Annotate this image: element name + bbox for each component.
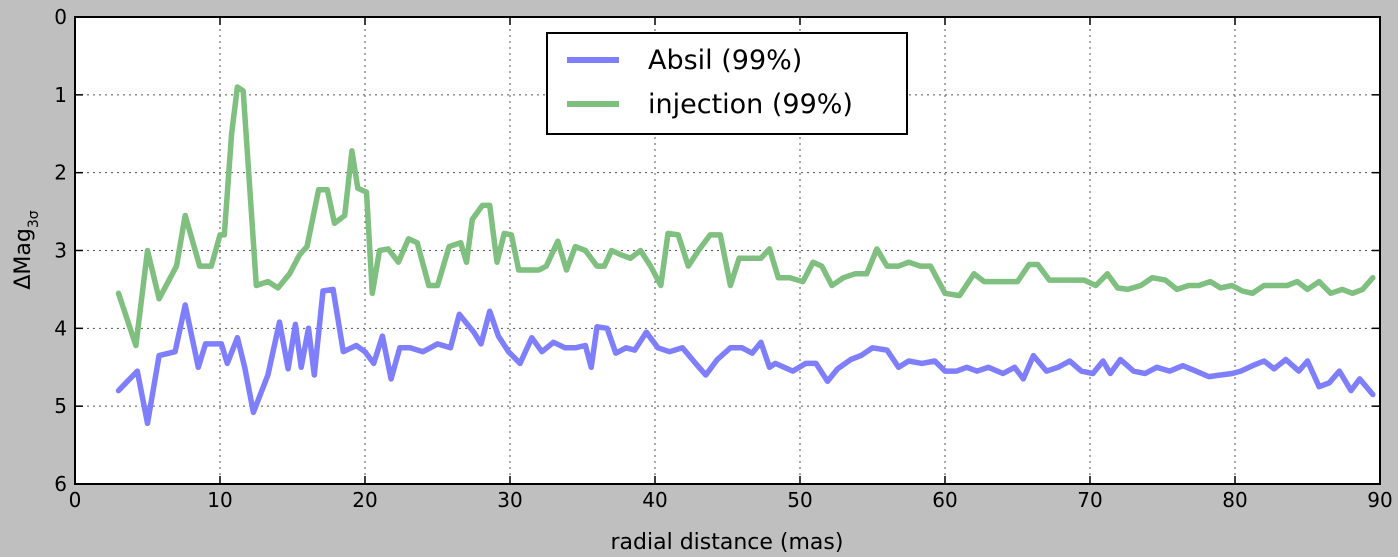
x-tick-label: 10 [207, 488, 232, 512]
ticks: 0 10 20 30 40 50 60 70 80 90 0 1 2 3 4 5 6 [54, 5, 1392, 512]
y-tick-label: 4 [54, 316, 67, 340]
legend-box [546, 32, 908, 135]
x-tick-label: 40 [642, 488, 667, 512]
y-tick-label: 6 [54, 472, 67, 496]
x-tick-label: 70 [1077, 488, 1102, 512]
legend-label-absil: Absil (99%) [648, 45, 802, 76]
legend-label-injection: injection (99%) [648, 89, 853, 120]
legend: Absil (99%) injection (99%) [546, 32, 908, 135]
series-layer [115, 84, 1376, 427]
x-tick-label: 30 [497, 488, 522, 512]
x-tick-label: 0 [69, 488, 82, 512]
x-tick-label: 90 [1367, 488, 1392, 512]
x-tick-label: 60 [932, 488, 957, 512]
y-tick-label: 0 [54, 5, 67, 29]
series-line-absil [115, 286, 1376, 427]
y-tick-label: 1 [54, 83, 67, 107]
x-axis-label: radial distance (mas) [611, 530, 844, 555]
x-tick-label: 20 [352, 488, 377, 512]
y-tick-label: 5 [54, 394, 67, 418]
svg-text:ΔMag3σ: ΔMag3σ [11, 210, 42, 289]
x-tick-label: 80 [1222, 488, 1247, 512]
y-tick-label: 3 [54, 239, 67, 263]
x-tick-label: 50 [787, 488, 812, 512]
y-tick-label: 2 [54, 161, 67, 185]
series-line-injection [115, 84, 1376, 349]
y-axis-label: ΔMag3σ [11, 210, 42, 289]
